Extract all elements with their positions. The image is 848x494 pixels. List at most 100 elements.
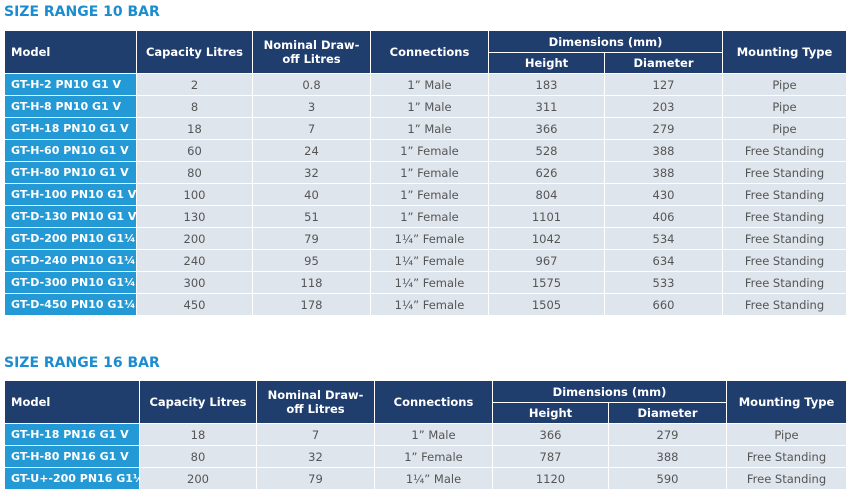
data-cell: Free Standing bbox=[722, 293, 848, 316]
data-cell: 32 bbox=[256, 445, 375, 468]
data-cell: Free Standing bbox=[722, 139, 848, 162]
table-row: GT-H-8 PN10 G1 V 8 3 1” Male 311 203 Pipe bbox=[4, 95, 848, 118]
data-cell: 80 bbox=[136, 161, 253, 184]
data-cell: 40 bbox=[252, 183, 371, 206]
data-cell: 79 bbox=[256, 467, 375, 490]
data-cell: 311 bbox=[488, 95, 605, 118]
data-cell: 388 bbox=[603, 161, 724, 184]
data-cell: 127 bbox=[603, 73, 724, 96]
data-cell: 634 bbox=[603, 249, 724, 272]
header-row: Height Diameter bbox=[5, 402, 847, 424]
header-mounting: Mounting Type bbox=[726, 380, 848, 424]
data-cell: 787 bbox=[492, 445, 609, 468]
data-cell: 79 bbox=[252, 227, 371, 250]
model-cell: GT-H-2 PN10 G1 V bbox=[4, 73, 137, 96]
data-cell: 3 bbox=[252, 95, 371, 118]
table-row: GT-H-80 PN10 G1 V 80 32 1” Female 626 388 Free… bbox=[4, 161, 848, 184]
data-cell: 1120 bbox=[492, 467, 609, 490]
data-cell: 1” Female bbox=[374, 445, 493, 468]
data-cell: 660 bbox=[603, 293, 724, 316]
table-row: GT-H-60 PN10 G1 V 60 24 1” Female 528 388 Free… bbox=[4, 139, 848, 162]
data-cell: 1¼” Male bbox=[374, 467, 493, 490]
header-dimensions: Dimensions (mm) bbox=[487, 30, 724, 53]
data-cell: 528 bbox=[488, 139, 605, 162]
header-dimensions: Dimensions (mm) bbox=[491, 380, 728, 403]
data-cell: 0.8 bbox=[252, 73, 371, 96]
header-model: Model bbox=[4, 30, 137, 74]
data-cell: 430 bbox=[603, 183, 724, 206]
header-row: Model Capacity Litres Nominal Draw-off Lit… bbox=[4, 30, 848, 74]
data-cell: 178 bbox=[252, 293, 371, 316]
header-connections: Connections bbox=[370, 30, 489, 74]
data-cell: 7 bbox=[256, 423, 375, 446]
data-cell: 7 bbox=[252, 117, 371, 140]
data-cell: 279 bbox=[607, 423, 728, 446]
data-cell: 130 bbox=[136, 205, 253, 228]
data-cell: Free Standing bbox=[722, 205, 848, 228]
data-cell: 1” Female bbox=[370, 183, 489, 206]
section-title: SIZE RANGE 10 BAR bbox=[4, 4, 160, 20]
data-cell: 533 bbox=[603, 271, 724, 294]
header-row: Height Diameter bbox=[5, 52, 847, 74]
table-row: GT-D-450 PN10 G1¼ V 450 178 1¼” Female 1505 6… bbox=[4, 293, 848, 316]
data-cell: 1¼” Female bbox=[370, 249, 489, 272]
model-cell: GT-H-100 PN10 G1 V bbox=[4, 183, 137, 206]
data-cell: 18 bbox=[139, 423, 257, 446]
model-cell: GT-D-240 PN10 G1¼ V bbox=[4, 249, 137, 272]
data-cell: 100 bbox=[136, 183, 253, 206]
data-cell: 2 bbox=[136, 73, 253, 96]
header-text: Nominal Draw-off Litres bbox=[267, 388, 364, 416]
data-cell: Free Standing bbox=[722, 249, 848, 272]
data-cell: Pipe bbox=[726, 423, 848, 446]
data-cell: 1¼” Female bbox=[370, 293, 489, 316]
data-cell: 51 bbox=[252, 205, 371, 228]
model-cell: GT-H-60 PN10 G1 V bbox=[4, 139, 137, 162]
header-nominal: Nominal Draw-off Litres bbox=[252, 30, 371, 74]
data-cell: 203 bbox=[603, 95, 724, 118]
data-cell: 240 bbox=[136, 249, 253, 272]
section-title: SIZE RANGE 16 BAR bbox=[4, 355, 160, 371]
data-cell: 200 bbox=[136, 227, 253, 250]
model-cell: GT-H-80 PN10 G1 V bbox=[4, 161, 137, 184]
model-cell: GT-U+-200 PN16 G1¼ V bbox=[4, 467, 140, 490]
data-cell: 366 bbox=[492, 423, 609, 446]
spec-table: Model Capacity Litres Nominal Draw-off Lit… bbox=[4, 30, 848, 316]
header-diameter: Diameter bbox=[603, 52, 724, 74]
header-nominal: Nominal Draw-off Litres bbox=[256, 380, 375, 424]
data-cell: 1” Female bbox=[370, 139, 489, 162]
data-cell: 1101 bbox=[488, 205, 605, 228]
data-cell: 1575 bbox=[488, 271, 605, 294]
table-row: GT-H-100 PN10 G1 V 100 40 1” Female 804 430 Fr… bbox=[4, 183, 848, 206]
data-cell: 534 bbox=[603, 227, 724, 250]
data-cell: 388 bbox=[607, 445, 728, 468]
data-cell: 590 bbox=[607, 467, 728, 490]
data-cell: 24 bbox=[252, 139, 371, 162]
data-cell: 366 bbox=[488, 117, 605, 140]
data-cell: 1¼” Female bbox=[370, 227, 489, 250]
model-cell: GT-H-80 PN16 G1 V bbox=[4, 445, 140, 468]
table-row: GT-H-80 PN16 G1 V 80 32 1” Female 787 388 Free… bbox=[4, 445, 848, 468]
data-cell: 1” Male bbox=[374, 423, 493, 446]
header-mounting: Mounting Type bbox=[722, 30, 848, 74]
data-cell: 1” Male bbox=[370, 73, 489, 96]
data-cell: 1042 bbox=[488, 227, 605, 250]
model-cell: GT-H-18 PN16 G1 V bbox=[4, 423, 140, 446]
data-cell: 1¼” Female bbox=[370, 271, 489, 294]
data-cell: 967 bbox=[488, 249, 605, 272]
header-text: Nominal Draw-off Litres bbox=[263, 38, 360, 66]
data-cell: Pipe bbox=[722, 73, 848, 96]
data-cell: Pipe bbox=[722, 117, 848, 140]
model-cell: GT-D-130 PN10 G1 V bbox=[4, 205, 137, 228]
header-connections: Connections bbox=[374, 380, 493, 424]
data-cell: 18 bbox=[136, 117, 253, 140]
data-cell: 1505 bbox=[488, 293, 605, 316]
data-cell: 32 bbox=[252, 161, 371, 184]
model-cell: GT-D-200 PN10 G1¼ V bbox=[4, 227, 137, 250]
data-cell: Free Standing bbox=[726, 467, 848, 490]
data-cell: 406 bbox=[603, 205, 724, 228]
data-cell: 200 bbox=[139, 467, 257, 490]
table-row: GT-D-200 PN10 G1¼ V 200 79 1¼” Female 1042 53… bbox=[4, 227, 848, 250]
model-cell: GT-H-8 PN10 G1 V bbox=[4, 95, 137, 118]
data-cell: 80 bbox=[139, 445, 257, 468]
